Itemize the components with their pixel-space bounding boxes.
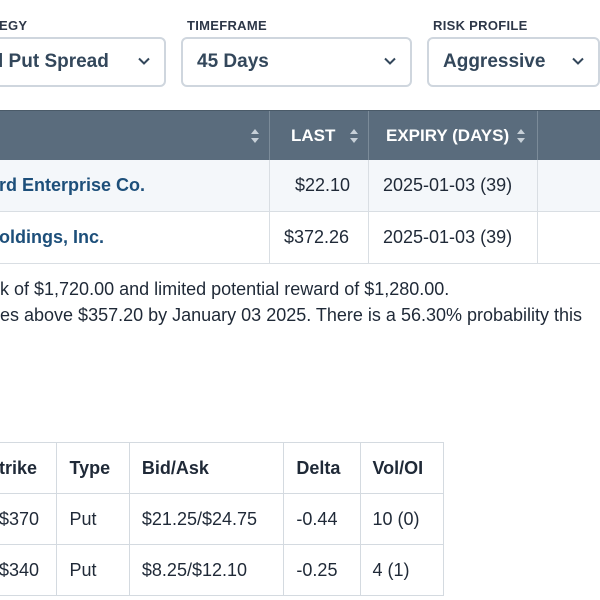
vol-oi-cell: 4 (1) — [359, 544, 445, 596]
delta-cell: -0.44 — [283, 493, 361, 545]
chevron-down-icon — [572, 57, 584, 65]
column-header-bid-ask: Bid/Ask — [128, 442, 285, 494]
column-header-expiry[interactable]: EXPIRY (DAYS) — [386, 125, 510, 145]
sort-icon[interactable] — [516, 128, 526, 144]
timeframe-label: TIMEFRAME — [187, 18, 267, 33]
delta-cell: -0.25 — [283, 544, 361, 596]
column-header-type: Type — [56, 442, 130, 494]
company-link[interactable]: oldings, Inc. — [0, 227, 105, 247]
strategy-select-value: l Put Spread — [0, 51, 109, 72]
type-cell: Put — [56, 544, 130, 596]
summary-probability: es above $357.20 by January 03 2025. The… — [0, 305, 583, 325]
column-header-last[interactable]: LAST — [291, 125, 336, 145]
expiry-days: 2025-01-03 (39) — [383, 175, 513, 195]
strategy-label: EGY — [0, 18, 28, 33]
sort-icon[interactable] — [349, 128, 359, 144]
last-price: $372.26 — [284, 227, 350, 247]
results-table-header: LAST EXPIRY (DAYS) — [0, 110, 600, 160]
chevron-down-icon — [384, 57, 396, 65]
timeframe-select[interactable]: 45 Days — [181, 37, 412, 87]
type-cell: Put — [56, 493, 130, 545]
strategy-select[interactable]: l Put Spread — [0, 37, 166, 87]
risk-profile-select[interactable]: Aggressive — [427, 37, 600, 87]
risk-profile-label: RISK PROFILE — [433, 18, 528, 33]
bid-ask-cell: $21.25/$24.75 — [128, 493, 285, 545]
strike-cell: $370 — [0, 493, 58, 545]
expiry-days: 2025-01-03 (39) — [383, 227, 513, 247]
risk-profile-select-value: Aggressive — [443, 51, 546, 72]
table-row: $370 Put $21.25/$24.75 -0.44 10 (0) — [0, 493, 445, 545]
column-header-delta: Delta — [283, 442, 361, 494]
vol-oi-cell: 10 (0) — [359, 493, 445, 545]
chevron-down-icon — [138, 57, 150, 65]
strike-cell: $340 — [0, 544, 58, 596]
bid-ask-cell: $8.25/$12.10 — [128, 544, 285, 596]
legs-header-row: trike Type Bid/Ask Delta Vol/OI — [0, 442, 445, 494]
timeframe-select-value: 45 Days — [197, 51, 269, 72]
table-row[interactable]: rd Enterprise Co. $22.10 2025-01-03 (39) — [0, 160, 600, 212]
table-row[interactable]: oldings, Inc. $372.26 2025-01-03 (39) — [0, 212, 600, 264]
summary-risk-reward: k of $1,720.00 and limited potential rew… — [0, 279, 450, 299]
last-price: $22.10 — [295, 175, 351, 195]
option-legs-table: trike Type Bid/Ask Delta Vol/OI $370 Put… — [0, 442, 445, 596]
sort-icon[interactable] — [250, 128, 260, 144]
table-row: $340 Put $8.25/$12.10 -0.25 4 (1) — [0, 544, 445, 596]
column-header-strike: trike — [0, 442, 58, 494]
column-header-vol-oi: Vol/OI — [359, 442, 445, 494]
company-link[interactable]: rd Enterprise Co. — [0, 175, 146, 195]
